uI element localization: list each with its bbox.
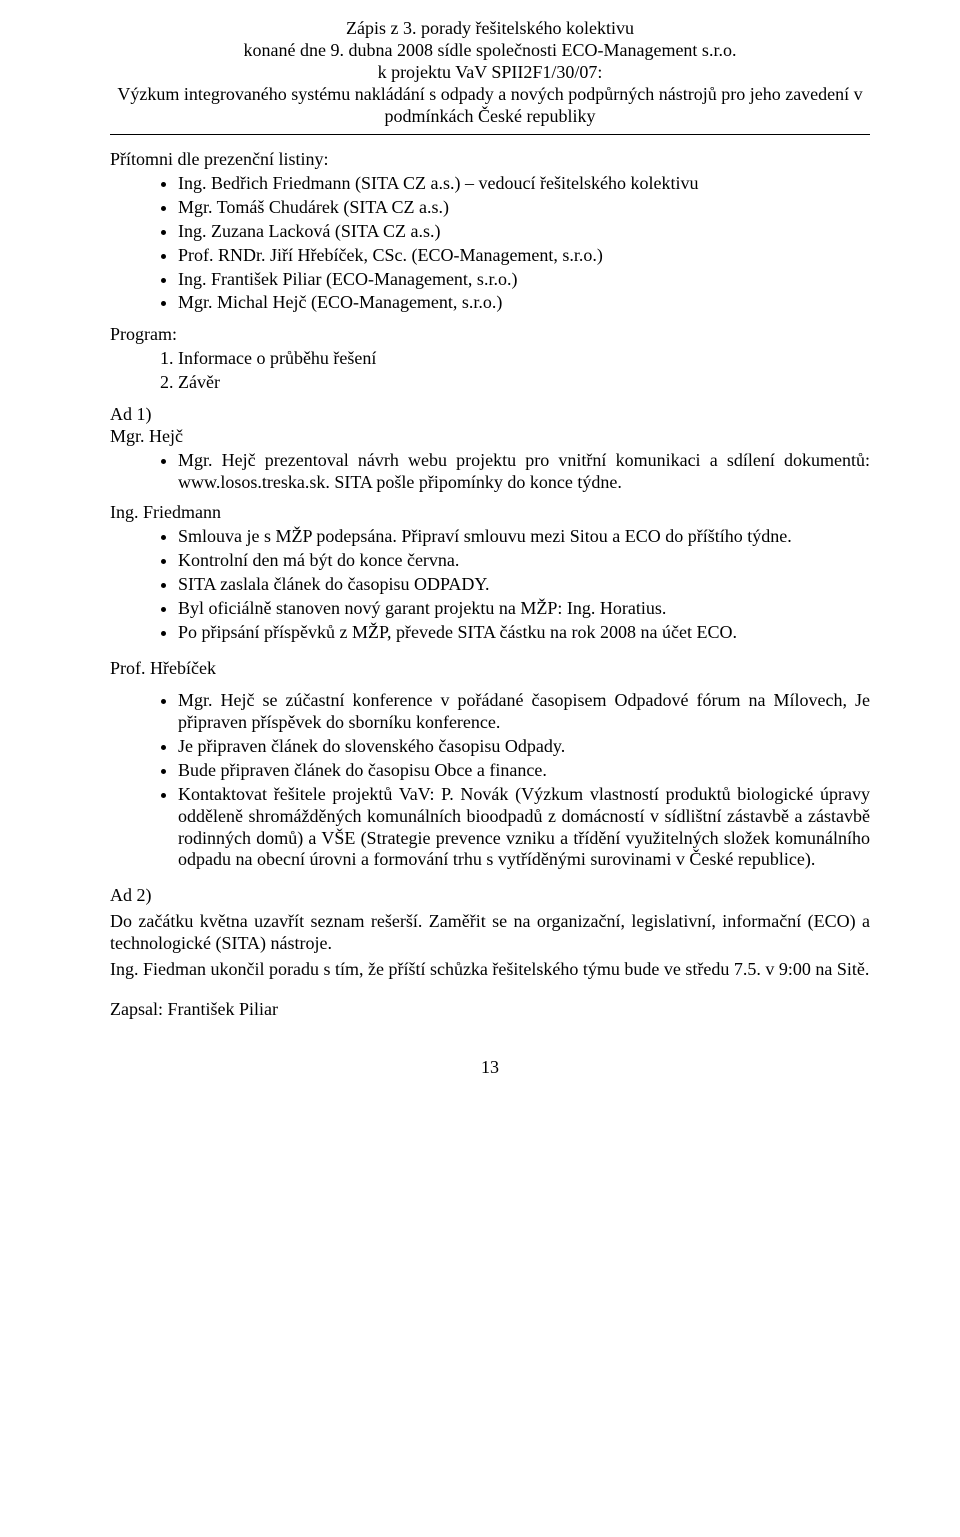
list-item: Mgr. Hejč prezentoval návrh webu projekt…: [178, 450, 870, 494]
list-item: Po připsání příspěvků z MŽP, převede SIT…: [178, 622, 870, 644]
ad1-block: Ad 1) Mgr. Hejč Mgr. Hejč prezentoval ná…: [110, 404, 870, 644]
attendees-list: Ing. Bedřich Friedmann (SITA CZ a.s.) – …: [110, 173, 870, 315]
friedmann-list: Smlouva je s MŽP podepsána. Připraví sml…: [110, 526, 870, 644]
header-line-1: Zápis z 3. porady řešitelského kolektivu: [110, 18, 870, 40]
list-item: Byl oficiálně stanoven nový garant proje…: [178, 598, 870, 620]
ad2-block: Ad 2) Do začátku května uzavřít seznam r…: [110, 885, 870, 981]
list-item: SITA zaslala článek do časopisu ODPADY.: [178, 574, 870, 596]
list-item: Bude připraven článek do časopisu Obce a…: [178, 760, 870, 782]
program-label: Program:: [110, 324, 870, 346]
ad1-label: Ad 1): [110, 404, 870, 426]
hejc-label: Mgr. Hejč: [110, 426, 870, 448]
hrebicek-list: Mgr. Hejč se zúčastní konference v pořád…: [110, 690, 870, 872]
header-line-3: k projektu VaV SPII2F1/30/07:: [110, 62, 870, 84]
signed-by: Zapsal: František Piliar: [110, 999, 870, 1021]
list-item: Ing. Bedřich Friedmann (SITA CZ a.s.) – …: [178, 173, 870, 195]
header-block: Zápis z 3. porady řešitelského kolektivu…: [110, 18, 870, 128]
header-line-2: konané dne 9. dubna 2008 sídle společnos…: [110, 40, 870, 62]
list-item: Kontrolní den má být do konce června.: [178, 550, 870, 572]
hrebicek-block: Prof. Hřebíček Mgr. Hejč se zúčastní kon…: [110, 658, 870, 872]
list-item: Kontaktovat řešitele projektů VaV: P. No…: [178, 784, 870, 872]
attendees-label: Přítomni dle prezenční listiny:: [110, 149, 870, 171]
ad2-paragraph-2: Ing. Fiedman ukončil poradu s tím, že př…: [110, 959, 870, 981]
list-item: Mgr. Hejč se zúčastní konference v pořád…: [178, 690, 870, 734]
header-line-4: Výzkum integrovaného systému nakládání s…: [110, 84, 870, 128]
hrebicek-label: Prof. Hřebíček: [110, 658, 870, 680]
friedmann-label: Ing. Friedmann: [110, 502, 870, 524]
list-item: Prof. RNDr. Jiří Hřebíček, CSc. (ECO-Man…: [178, 245, 870, 267]
hejc-list: Mgr. Hejč prezentoval návrh webu projekt…: [110, 450, 870, 494]
list-item: Závěr: [178, 372, 870, 394]
header-divider: [110, 134, 870, 135]
list-item: Ing. Zuzana Lacková (SITA CZ a.s.): [178, 221, 870, 243]
program-list: Informace o průběhu řešení Závěr: [110, 348, 870, 394]
list-item: Smlouva je s MŽP podepsána. Připraví sml…: [178, 526, 870, 548]
list-item: Informace o průběhu řešení: [178, 348, 870, 370]
ad2-label: Ad 2): [110, 885, 870, 907]
list-item: Mgr. Tomáš Chudárek (SITA CZ a.s.): [178, 197, 870, 219]
list-item: Ing. František Piliar (ECO-Management, s…: [178, 269, 870, 291]
ad2-paragraph-1: Do začátku května uzavřít seznam rešerší…: [110, 911, 870, 955]
list-item: Mgr. Michal Hejč (ECO-Management, s.r.o.…: [178, 292, 870, 314]
page-number: 13: [110, 1057, 870, 1079]
page-container: Zápis z 3. porady řešitelského kolektivu…: [0, 0, 960, 1129]
list-item: Je připraven článek do slovenského časop…: [178, 736, 870, 758]
